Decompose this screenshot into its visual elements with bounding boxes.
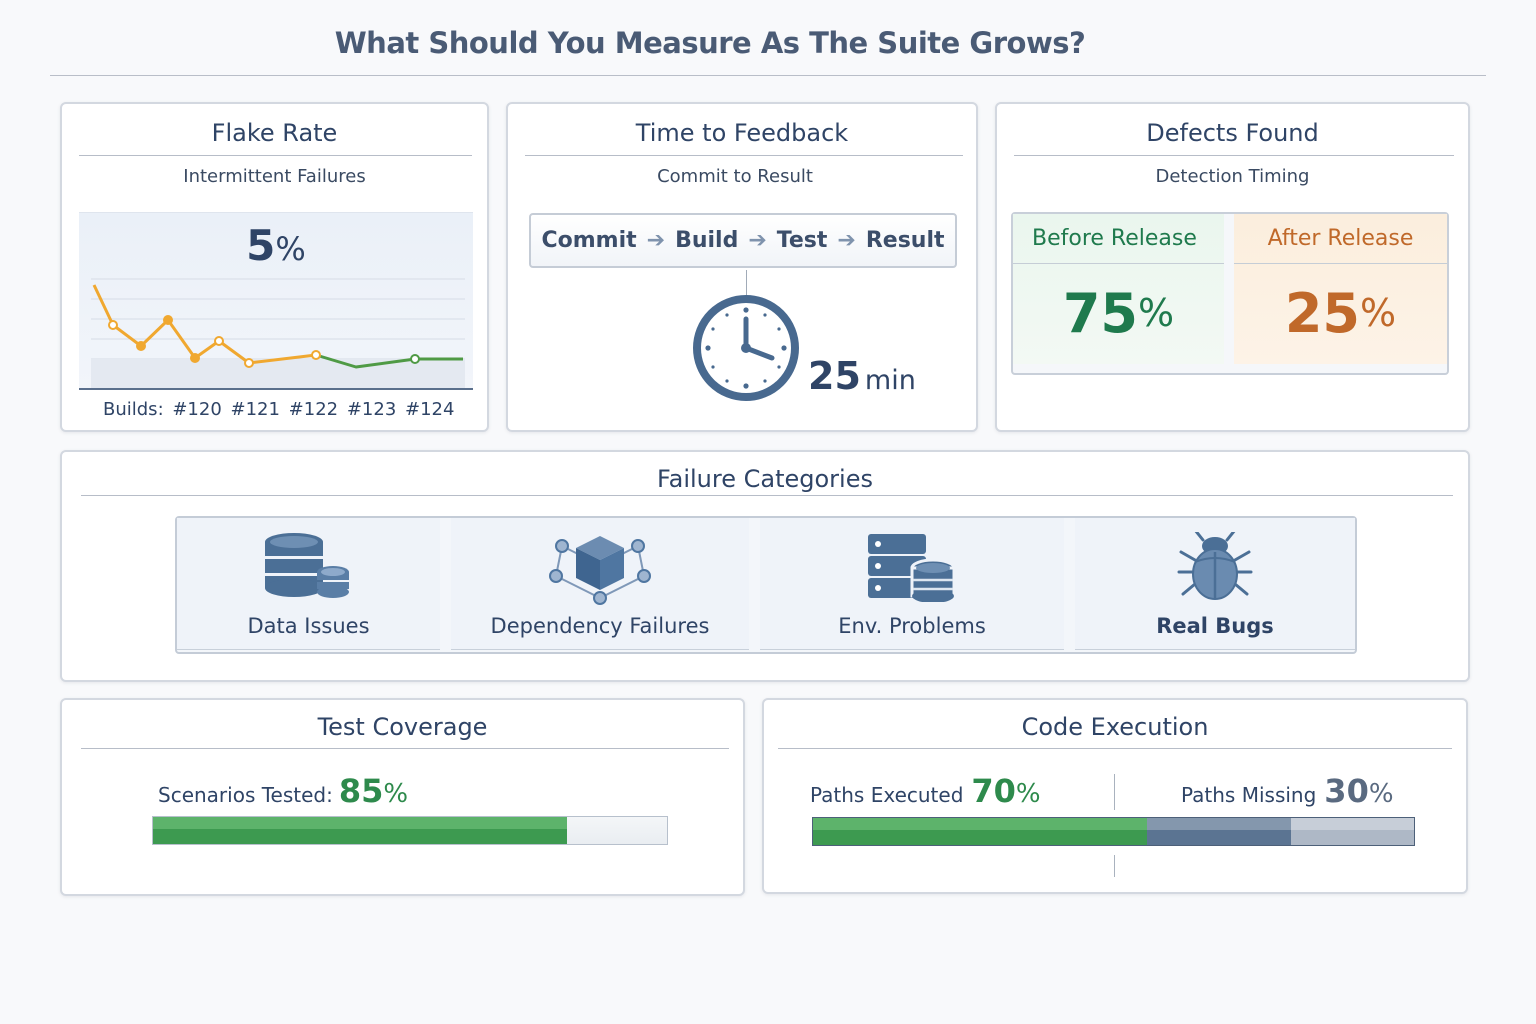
category-dependency-failures: Dependency Failures xyxy=(451,518,749,650)
server-icon xyxy=(868,534,956,602)
bug-icon xyxy=(1177,532,1253,600)
category-label: Env. Problems xyxy=(838,614,986,638)
after-release-value: 25% xyxy=(1284,281,1397,345)
clock-icon xyxy=(693,295,799,401)
before-release-panel: Before Release 75% xyxy=(1013,214,1224,364)
before-release-value: 75% xyxy=(1062,281,1175,345)
coverage-remaining xyxy=(566,817,667,844)
scenarios-tested-label: Scenarios Tested: xyxy=(158,783,333,807)
arrow-right-icon: ➔ xyxy=(748,228,767,253)
split-divider-bottom xyxy=(1114,855,1115,877)
card-divider xyxy=(81,495,1453,496)
card-divider xyxy=(778,748,1452,749)
split-divider-top xyxy=(1114,774,1115,810)
card-title: Code Execution xyxy=(1021,713,1209,741)
category-data-issues: Data Issues xyxy=(177,518,440,650)
page-title: What Should You Measure As The Suite Gro… xyxy=(334,26,1086,60)
paths-executed-label: Paths Executed xyxy=(810,783,964,807)
flake-chart: 5% xyxy=(79,212,473,390)
card-divider xyxy=(525,155,963,156)
missing-segment-major xyxy=(1146,818,1291,845)
code-execution-card: Code Execution Paths Executed 70% Paths M… xyxy=(762,698,1468,894)
paths-missing-value: 30% xyxy=(1324,772,1394,810)
coverage-filled xyxy=(153,817,567,844)
connector-line xyxy=(746,270,747,296)
card-subtitle: Commit to Result xyxy=(657,166,813,187)
card-subtitle: Detection Timing xyxy=(1155,166,1310,187)
card-subtitle: Intermittent Failures xyxy=(183,166,366,187)
scenarios-tested: Scenarios Tested: 85% xyxy=(158,772,408,810)
category-label: Real Bugs xyxy=(1156,614,1274,638)
pipeline-step-result: Result xyxy=(865,228,945,253)
after-release-panel: After Release 25% xyxy=(1234,214,1447,364)
paths-executed: Paths Executed 70% xyxy=(810,772,1041,810)
database-icon xyxy=(264,533,349,598)
paths-missing: Paths Missing 30% xyxy=(1181,772,1394,810)
execution-progress-bar xyxy=(812,817,1415,846)
feedback-time-value: 25 min xyxy=(808,354,916,398)
pipeline-step-build: Build xyxy=(675,228,739,253)
flake-rate-value: 5% xyxy=(246,221,306,270)
category-env-problems: Env. Problems xyxy=(760,518,1064,650)
flake-rate-card: Flake Rate Intermittent Failures 5% xyxy=(60,102,489,432)
pipeline-step-test: Test xyxy=(776,228,828,253)
card-divider xyxy=(79,155,472,156)
card-title: Time to Feedback xyxy=(635,119,849,147)
card-divider xyxy=(1014,155,1454,156)
flake-line-chart xyxy=(91,278,465,389)
pipeline-step-commit: Commit xyxy=(541,228,637,253)
missing-segment-minor xyxy=(1290,818,1414,845)
card-title: Flake Rate xyxy=(211,119,338,147)
category-row: Data Issues xyxy=(175,516,1357,654)
category-label: Data Issues xyxy=(247,614,370,638)
failure-categories-card: Failure Categories xyxy=(60,450,1470,682)
defect-split: Before Release 75% After Release 25% xyxy=(1011,212,1449,375)
arrow-right-icon: ➔ xyxy=(837,228,856,253)
time-to-feedback-card: Time to Feedback Commit to Result Commit… xyxy=(506,102,978,432)
paths-missing-label: Paths Missing xyxy=(1181,783,1317,807)
chart-baseline xyxy=(79,388,473,390)
arrow-right-icon: ➔ xyxy=(646,228,666,253)
coverage-progress-bar xyxy=(152,816,668,845)
dependency-cube-icon xyxy=(549,536,651,605)
test-coverage-card: Test Coverage Scenarios Tested: 85% xyxy=(60,698,745,896)
before-release-label: Before Release xyxy=(1013,214,1224,264)
defects-found-card: Defects Found Detection Timing Before Re… xyxy=(995,102,1470,432)
card-title: Test Coverage xyxy=(317,713,488,741)
card-title: Failure Categories xyxy=(657,465,873,493)
after-release-label: After Release xyxy=(1234,214,1447,264)
builds-axis-label: Builds: #120 #121 #122 #123 #124 xyxy=(103,399,455,420)
title-divider xyxy=(50,75,1486,76)
executed-segment xyxy=(813,818,1147,845)
pipeline-flow: Commit ➔ Build ➔ Test ➔ Result xyxy=(529,213,957,268)
category-label: Dependency Failures xyxy=(490,614,710,638)
scenarios-tested-value: 85% xyxy=(338,772,409,810)
category-real-bugs: Real Bugs xyxy=(1075,518,1355,650)
card-title: Defects Found xyxy=(1146,119,1319,147)
paths-executed-value: 70% xyxy=(971,772,1041,810)
card-divider xyxy=(81,748,729,749)
